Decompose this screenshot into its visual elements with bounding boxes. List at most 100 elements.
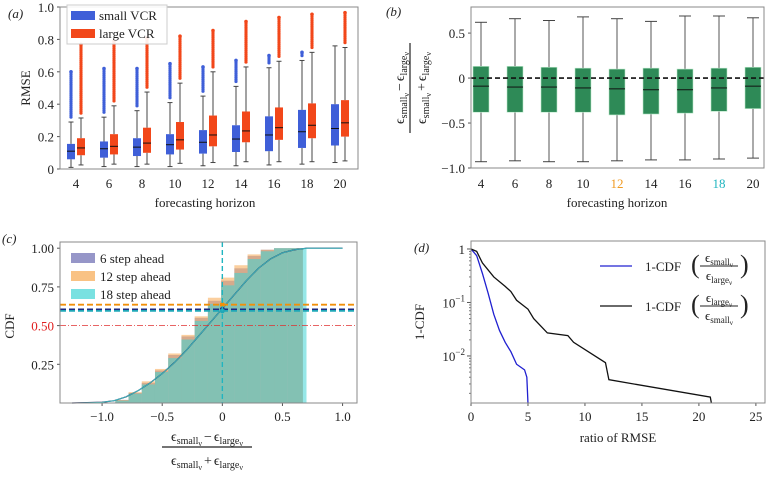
fraction-term: ϵsmallν−ϵlargeν <box>171 430 243 448</box>
outlier-point <box>69 70 73 74</box>
y-tick-label: 1 <box>459 242 466 257</box>
box <box>265 116 273 152</box>
legend-fraction-term: ϵlargeν <box>706 290 732 309</box>
math-part: large <box>711 297 729 307</box>
plot-frame <box>59 241 358 404</box>
legend-swatch <box>71 29 95 38</box>
outlier-point <box>310 12 314 17</box>
legend-paren: ( <box>691 250 700 279</box>
x-tick-label: 16 <box>679 176 693 191</box>
x-tick-label: 8 <box>546 176 553 191</box>
math-part: ν <box>402 93 411 97</box>
outlier-point <box>102 66 106 71</box>
x-tick-label: 15 <box>635 409 648 424</box>
y-tick-label: 0.5 <box>449 26 465 41</box>
outlier-point <box>300 50 304 55</box>
box <box>110 134 118 155</box>
legend-fraction-term: ϵsmallν <box>705 308 733 327</box>
legend-label: small VCR <box>99 8 157 23</box>
y-axis-label: RMSE <box>18 70 33 105</box>
ccdf-small-over-large-line <box>470 248 529 404</box>
math-part: ϵ <box>393 118 408 124</box>
legend-fraction-term: ϵsmallν <box>705 250 733 269</box>
x-tick-label: 0 <box>468 409 475 424</box>
math-part: + <box>204 454 212 469</box>
panel-b-relative-difference-boxplot: −1.0 −0.5 0 0.5 4 6 8 10 12 14 16 18 20 forecasting h… <box>393 6 765 210</box>
outlier-point <box>244 19 248 24</box>
legend-paren: ) <box>740 250 749 279</box>
outlier-point <box>201 65 205 69</box>
y-tick-label: 0.6 <box>38 65 55 80</box>
legend-prefix: 1-CDF <box>645 259 681 274</box>
box <box>642 67 660 115</box>
outlier-point <box>168 61 172 66</box>
y-tick-label: 0 <box>459 71 466 86</box>
math-part: small <box>399 96 410 118</box>
x-axis-label: forecasting horizon <box>155 195 256 210</box>
math-part: ϵ <box>171 430 177 445</box>
legend-fraction-term: ϵlargeν <box>706 268 732 287</box>
math-part: ν <box>424 93 433 97</box>
histogram-bar <box>247 259 261 403</box>
x-tick-label: 10 <box>578 409 591 424</box>
panel-label-d: (d) <box>414 240 429 255</box>
math-part: ν <box>239 439 243 448</box>
x-tick-label: 5 <box>525 409 532 424</box>
legend-swatch <box>71 289 95 299</box>
histogram-bar <box>168 358 182 403</box>
math-part: ϵ <box>706 268 711 283</box>
panel-label-c: (c) <box>2 231 16 246</box>
math-part: ϵ <box>415 118 430 124</box>
legend-paren: ) <box>740 290 749 319</box>
math-part: ϵ <box>706 290 711 305</box>
x-axis-label: forecasting horizon <box>567 195 668 210</box>
histogram-bar <box>221 285 235 403</box>
plot-frame <box>59 6 359 170</box>
math-part: small <box>710 257 730 267</box>
legend-prefix: 1-CDF <box>645 299 681 314</box>
math-part: small <box>177 436 199 447</box>
histogram-bar <box>154 372 169 403</box>
box <box>608 68 626 116</box>
x-tick-label: 14 <box>235 176 249 191</box>
x-tick-label: 8 <box>139 176 146 191</box>
math-part: large <box>399 55 410 75</box>
box <box>540 66 558 113</box>
x-tick-label: 20 <box>747 176 760 191</box>
panel-label-b: (b) <box>386 4 401 19</box>
histogram-bar <box>207 303 222 403</box>
x-tick-label: 10 <box>577 176 590 191</box>
x-tick-label: 12 <box>611 176 624 191</box>
x-tick-label: 14 <box>645 176 659 191</box>
box <box>341 100 349 137</box>
x-tick-label: 18 <box>713 176 726 191</box>
box <box>744 66 762 109</box>
math-part: − <box>393 83 408 91</box>
box <box>710 67 728 112</box>
math-part: −2 <box>455 347 465 357</box>
histogram-bar <box>128 393 142 403</box>
box <box>176 122 184 150</box>
box <box>275 107 283 140</box>
y-tick-label: 1.00 <box>31 241 54 256</box>
histogram-bar <box>141 384 155 403</box>
math-part: ϵ <box>705 250 710 265</box>
math-part: ν <box>729 301 732 309</box>
box <box>574 67 592 113</box>
legend-label: large VCR <box>99 26 155 41</box>
math-part: ϵ <box>393 75 408 81</box>
math-part: ϵ <box>214 454 220 469</box>
legend-swatch <box>71 253 95 263</box>
x-tick-label: 4 <box>73 176 80 191</box>
x-tick-label: 4 <box>478 176 485 191</box>
math-part: small <box>421 96 432 118</box>
math-part: ν <box>402 52 411 56</box>
math-part: ν <box>730 261 733 269</box>
x-tick-label: 20 <box>334 176 347 191</box>
box <box>100 141 108 158</box>
histogram-bar <box>181 339 195 403</box>
box <box>209 115 217 147</box>
